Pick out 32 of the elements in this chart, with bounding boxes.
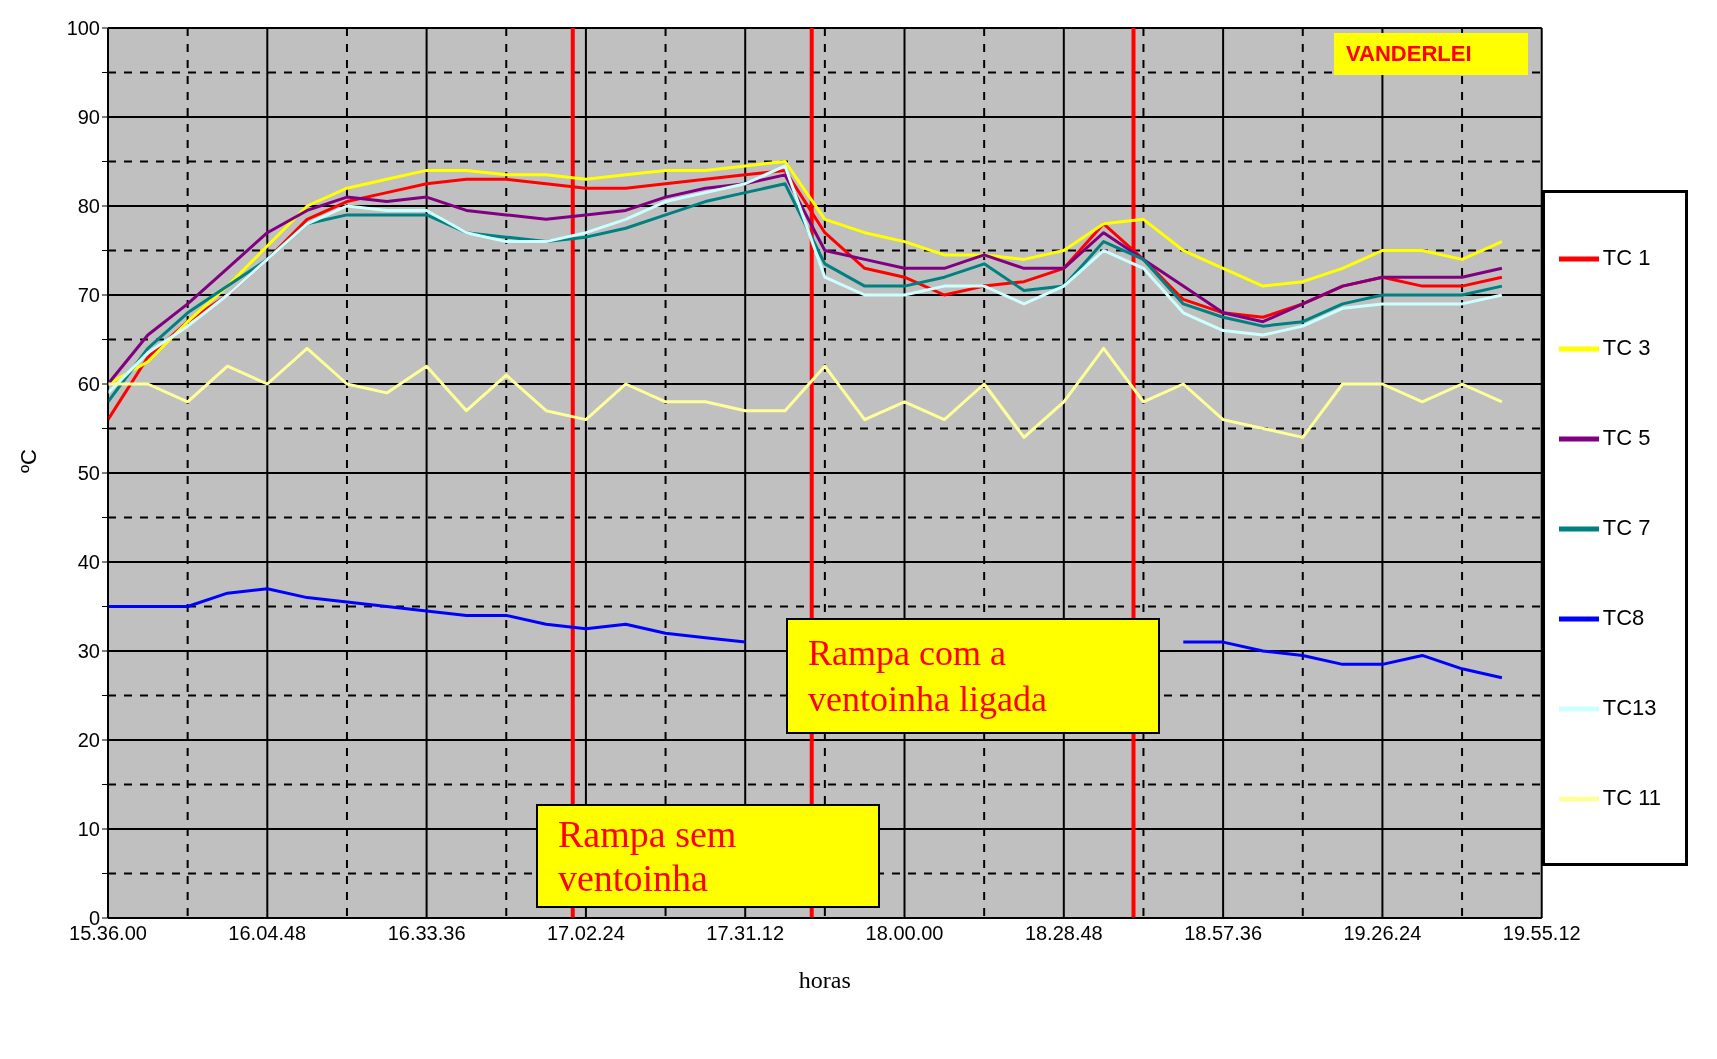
legend-label: TC13: [1602, 695, 1657, 720]
callout-box: VANDERLEI: [1334, 33, 1528, 75]
x-tick-label: 17.02.24: [546, 922, 625, 945]
x-tick-label: 19.26.24: [1343, 922, 1422, 945]
line-series: [108, 346, 1504, 439]
legend-label: TC8: [1602, 605, 1645, 630]
y-axis-title: ºC: [15, 448, 41, 473]
x-tick-label: 18.00.00: [865, 922, 944, 945]
y-tick-label: 80: [77, 195, 100, 218]
x-axis-title: horas: [798, 967, 851, 993]
callout-box: Rampa com a ventoinha ligada: [786, 618, 1160, 734]
y-tick-label: 10: [77, 818, 100, 841]
y-tick-label: 40: [77, 551, 100, 574]
x-tick-label: 16.04.48: [228, 922, 307, 945]
y-tick-label: 60: [77, 373, 100, 396]
y-tick-label: 30: [77, 640, 100, 663]
x-tick-label: 18.28.48: [1024, 922, 1103, 945]
legend-label: TC 5: [1602, 425, 1651, 450]
x-tick-label: 19.55.12: [1502, 922, 1581, 945]
legend-label: TC 7: [1602, 515, 1651, 540]
legend-label: TC 11: [1602, 785, 1661, 810]
x-tick-label: 16.33.36: [387, 922, 466, 945]
y-tick-label: 90: [77, 106, 100, 129]
legend-label: TC 3: [1602, 335, 1651, 360]
x-tick-label: 18.57.36: [1184, 922, 1263, 945]
callout-box: Rampa sem ventoinha: [536, 804, 880, 908]
y-tick-label: 70: [77, 284, 100, 307]
legend-label: TC 1: [1602, 245, 1651, 270]
x-tick-label: 17.31.12: [706, 922, 785, 945]
y-tick-label: 100: [66, 17, 100, 40]
y-tick-label: 50: [77, 462, 100, 485]
y-tick-label: 20: [77, 729, 100, 752]
